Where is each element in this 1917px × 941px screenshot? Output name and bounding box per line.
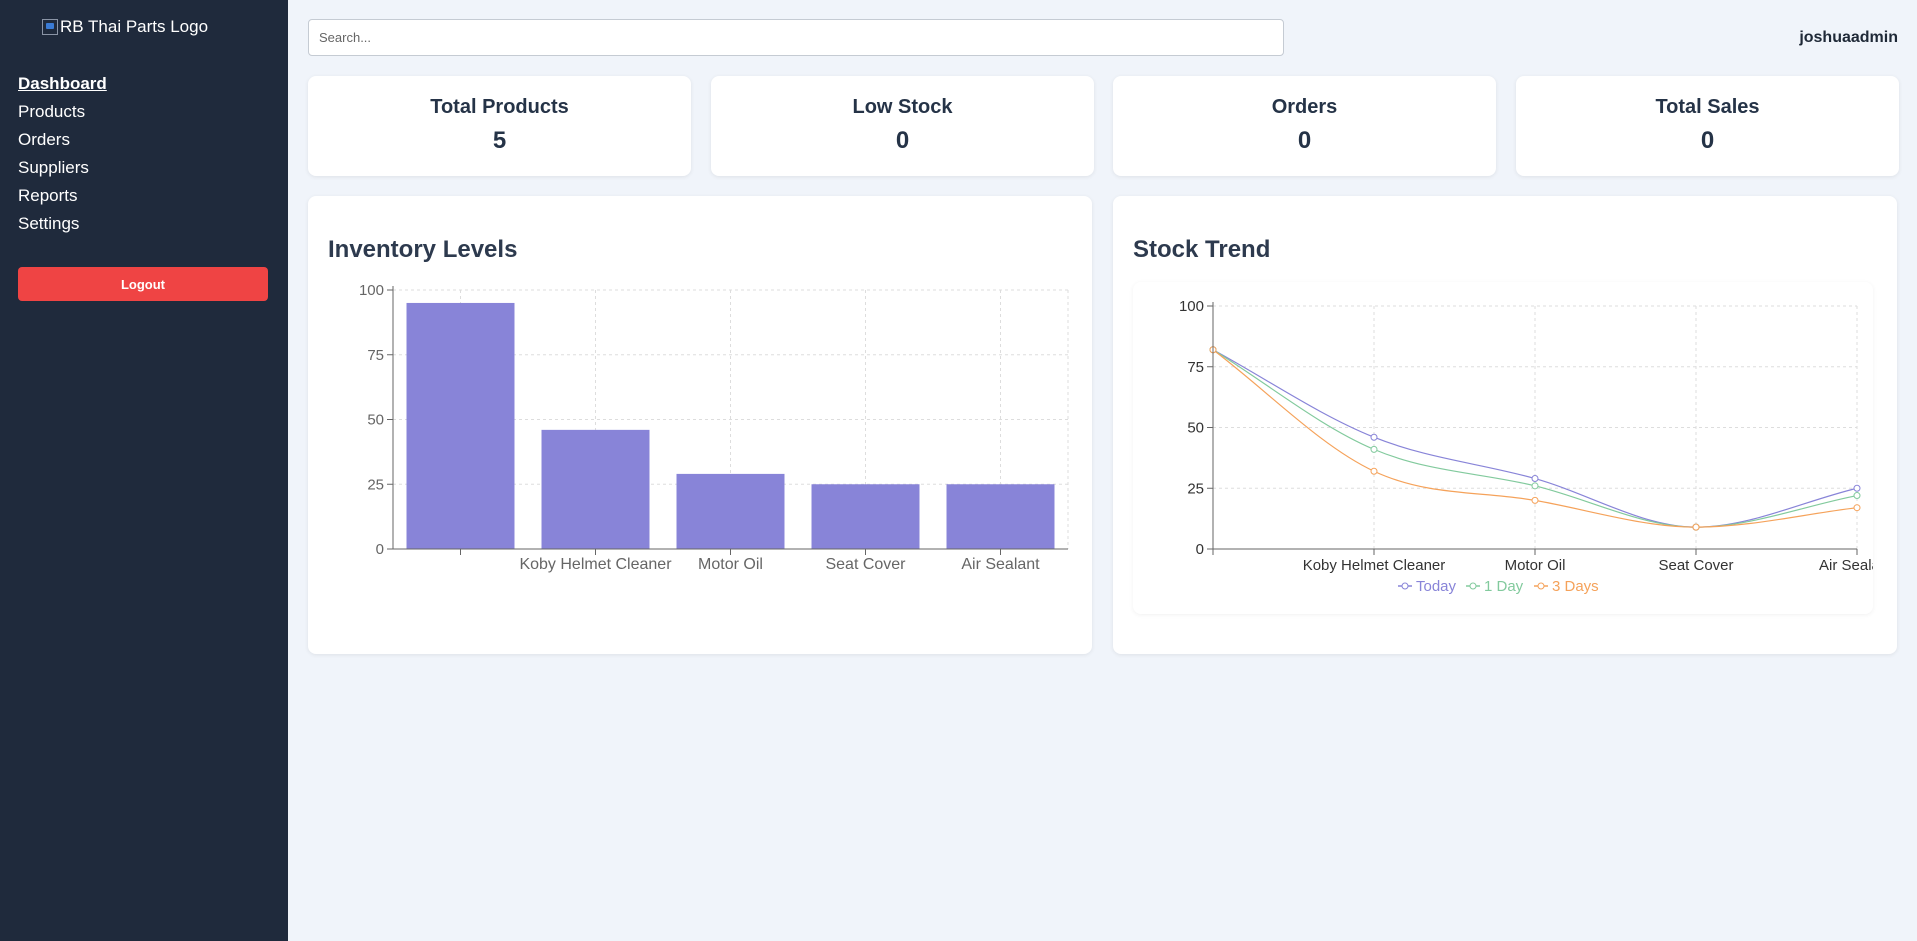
stat-label: Total Sales — [1655, 96, 1760, 118]
stat-card-total-products: Total Products 5 — [308, 76, 691, 176]
bar — [406, 302, 515, 549]
y-tick-label: 25 — [367, 476, 384, 493]
bar — [946, 484, 1055, 549]
x-tick-label: Air Sealant — [1819, 557, 1873, 574]
nav-item-reports[interactable]: Reports — [18, 186, 78, 205]
y-tick-label: 75 — [1187, 359, 1204, 376]
data-point — [1370, 445, 1378, 453]
stat-value: 0 — [895, 127, 910, 154]
legend-label: 1 Day — [1484, 578, 1524, 595]
legend-label: 3 Days — [1552, 578, 1599, 595]
y-tick-label: 25 — [1187, 480, 1204, 497]
nav-item-suppliers[interactable]: Suppliers — [18, 158, 89, 177]
data-point — [1692, 523, 1700, 531]
inventory-levels-panel: Inventory Levels 0 25 50 75 100 Koby Helmet C… — [308, 196, 1092, 654]
data-point — [1853, 492, 1861, 500]
sidebar: RB Thai Parts Logo Dashboard Products Or… — [0, 0, 288, 941]
stat-value: 0 — [1700, 127, 1715, 154]
stat-label: Orders — [1271, 96, 1338, 118]
data-point — [1531, 482, 1539, 490]
x-tick-label: Koby Helmet Cleaner — [519, 556, 672, 573]
bar — [676, 473, 785, 549]
data-point — [1531, 475, 1539, 483]
legend-label: Today — [1416, 578, 1457, 595]
sidebar-nav: Dashboard Products Orders Suppliers Repo… — [18, 70, 107, 238]
nav-item-products[interactable]: Products — [18, 102, 86, 121]
legend-swatch-marker — [1537, 582, 1545, 590]
stat-card-total-sales: Total Sales 0 — [1516, 76, 1899, 176]
stock-trend-title: Stock Trend — [1133, 236, 1271, 263]
y-tick-label: 0 — [1196, 541, 1204, 558]
stock-trend-chart-container: 0 25 50 75 100 Koby Helmet Cleaner Motor Oil Se… — [1133, 282, 1873, 614]
company-logo: RB Thai Parts Logo — [42, 17, 208, 37]
logo-alt-text: RB Thai Parts Logo — [60, 17, 209, 36]
stat-card-orders: Orders 0 — [1113, 76, 1496, 176]
y-tick-label: 0 — [376, 541, 384, 558]
stock-trend-line-chart: 0 25 50 75 100 Koby Helmet Cleaner Motor Oil Se… — [1179, 298, 1873, 595]
stat-value: 0 — [1297, 127, 1312, 154]
bar — [811, 484, 920, 549]
stock-trend-panel: Stock Trend 0 25 50 75 100 Koby Helmet Cleane… — [1113, 196, 1897, 654]
username-label[interactable]: joshuaadmin — [1799, 29, 1898, 46]
bar — [541, 429, 650, 549]
nav-item-orders[interactable]: Orders — [18, 130, 70, 149]
y-tick-label: 100 — [1179, 298, 1204, 315]
stat-card-low-stock: Low Stock 0 — [711, 76, 1094, 176]
data-point — [1853, 484, 1861, 492]
search-input[interactable] — [308, 19, 1284, 56]
inventory-levels-title: Inventory Levels — [328, 236, 518, 263]
x-tick-label: Motor Oil — [1505, 557, 1566, 574]
stat-label: Low Stock — [852, 96, 953, 118]
x-tick-label: Seat Cover — [1658, 557, 1733, 574]
x-tick-label: Koby Helmet Cleaner — [1303, 557, 1446, 574]
nav-item-dashboard[interactable]: Dashboard — [18, 74, 107, 93]
broken-image-icon — [42, 19, 58, 35]
stat-value: 5 — [492, 127, 507, 154]
x-tick-label: Seat Cover — [825, 556, 906, 573]
data-point — [1531, 496, 1539, 504]
data-point — [1370, 433, 1378, 441]
y-tick-label: 50 — [1187, 420, 1204, 437]
x-tick-label: Air Sealant — [961, 556, 1040, 573]
logout-button[interactable]: Logout — [18, 267, 268, 301]
y-tick-label: 50 — [367, 412, 384, 429]
y-tick-label: 100 — [359, 282, 384, 299]
nav-item-settings[interactable]: Settings — [18, 214, 80, 233]
legend-swatch-marker — [1401, 582, 1409, 590]
x-tick-label: Motor Oil — [698, 556, 763, 573]
legend-swatch-marker — [1469, 582, 1477, 590]
stat-label: Total Products — [430, 96, 569, 118]
data-point — [1853, 504, 1861, 512]
data-point — [1370, 467, 1378, 475]
y-tick-label: 75 — [367, 347, 384, 364]
inventory-bar-chart: 0 25 50 75 100 Koby Helmet Cleaner Motor Oil Se… — [359, 282, 1069, 573]
